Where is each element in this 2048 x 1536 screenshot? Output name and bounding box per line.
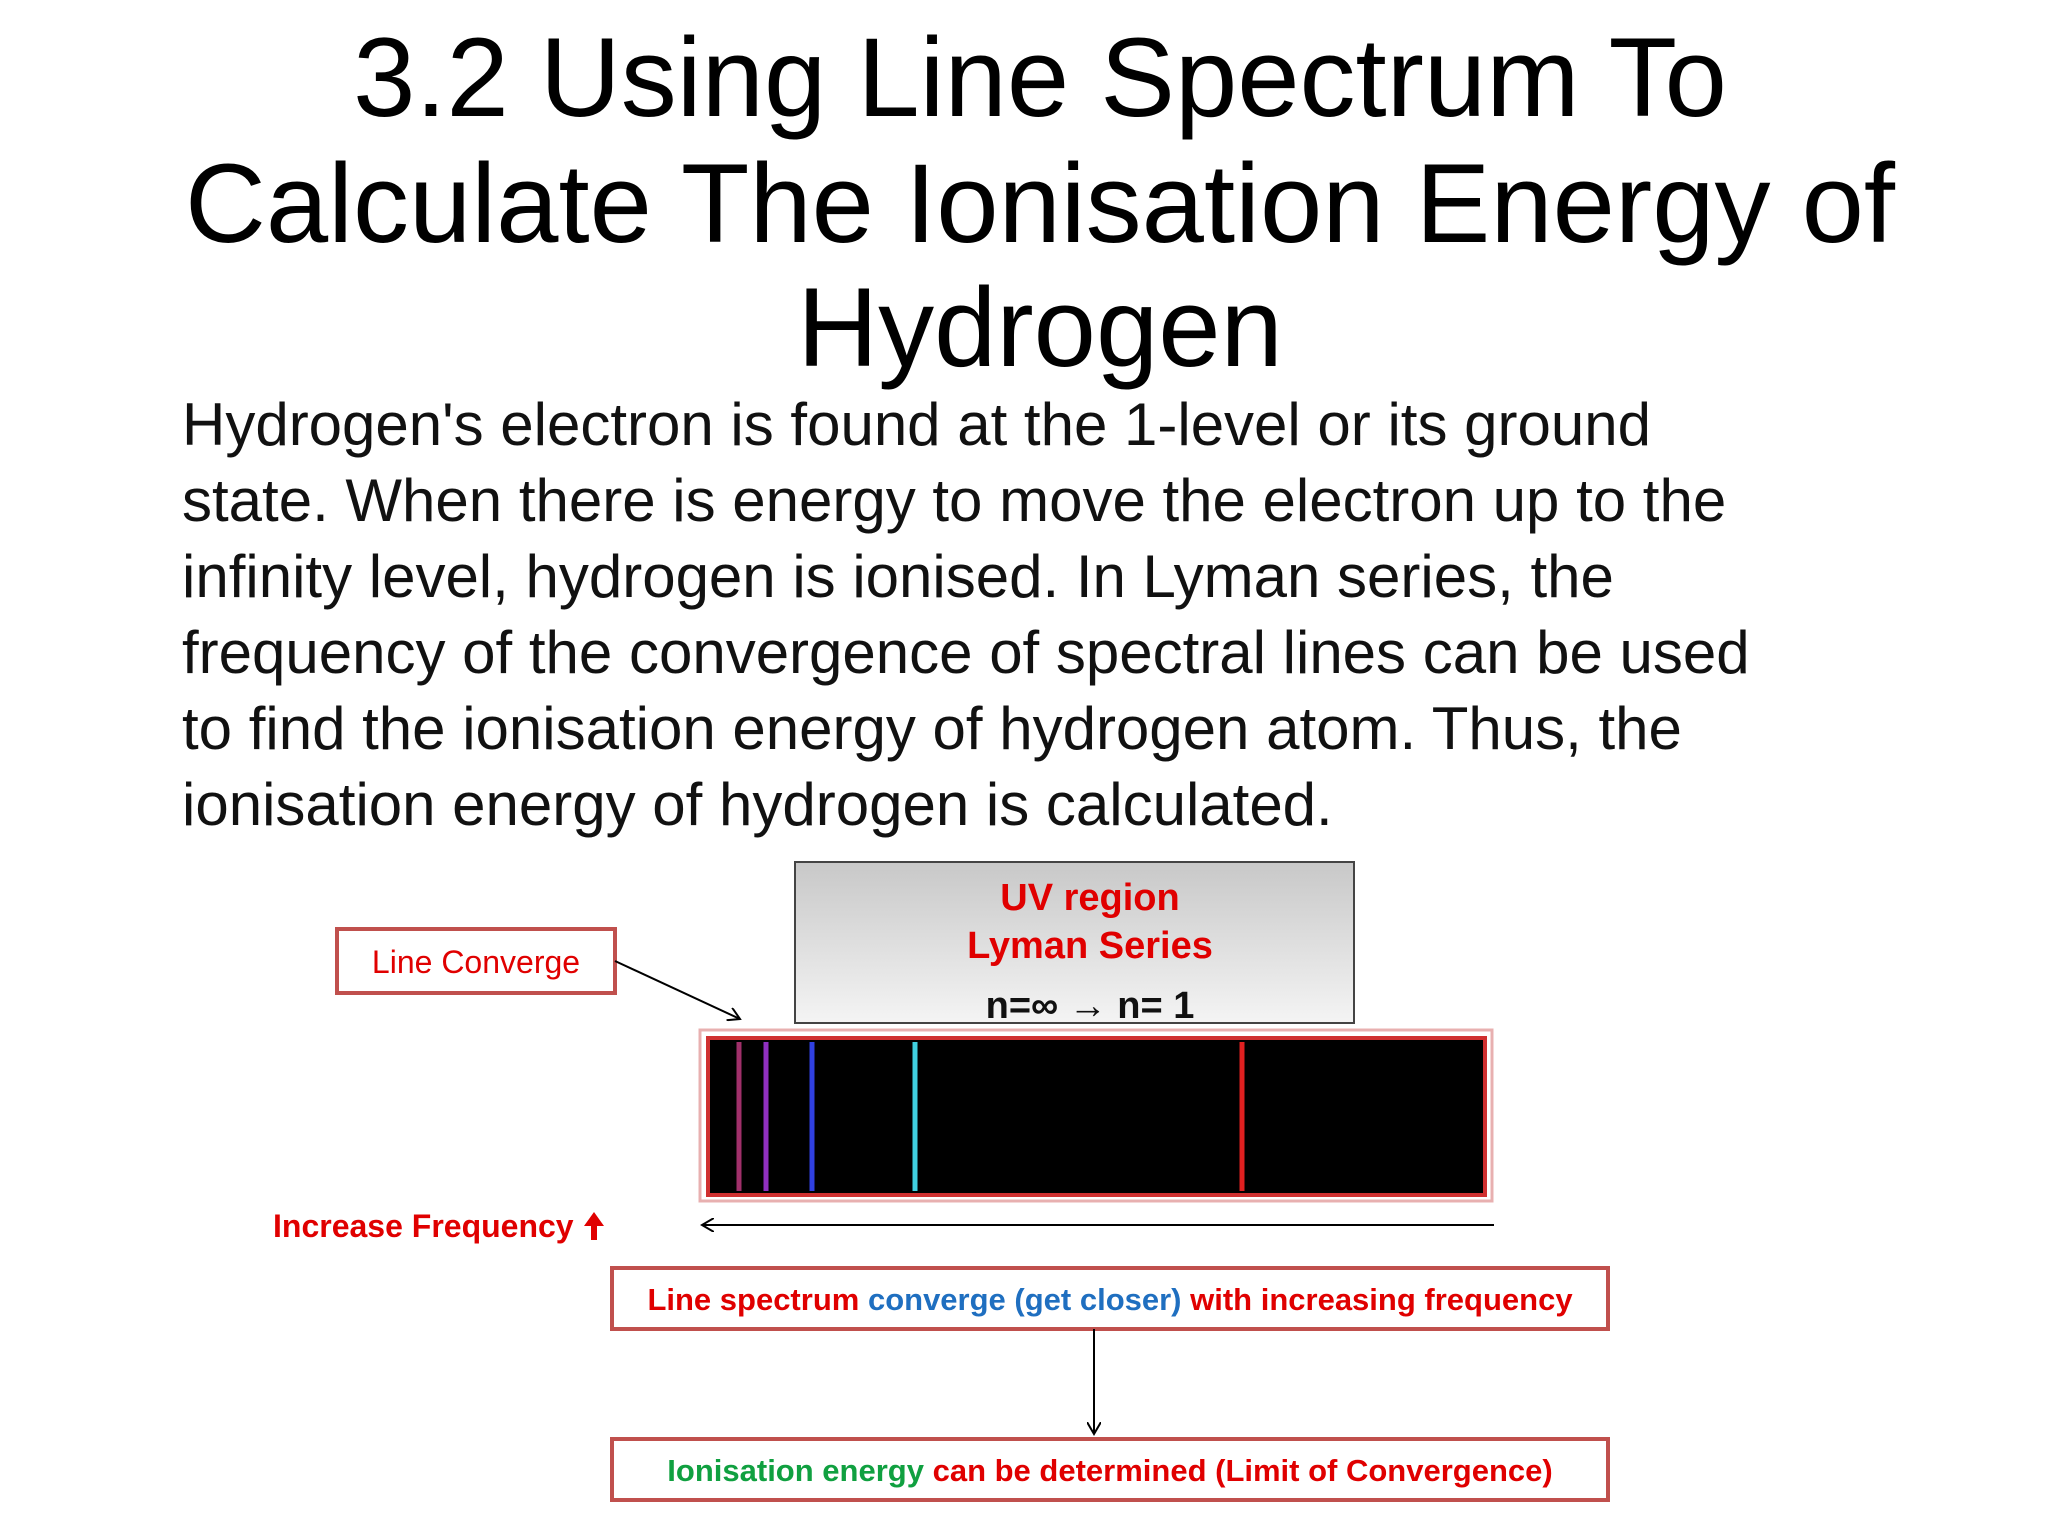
spectrum — [706, 1036, 1487, 1197]
frequency-label: Increase Frequency — [273, 1208, 574, 1244]
title: 3.2 Using Line Spectrum To Calculate The… — [185, 15, 1896, 390]
title-line: Hydrogen — [797, 265, 1283, 390]
spectral-lines — [736, 1042, 1245, 1191]
ionisation-note: Ionisation energy can be determined (Lim… — [667, 1453, 1552, 1488]
body-line: infinity level, hydrogen is ionised. In … — [182, 543, 1614, 610]
note-segment: can be determined (Limit of Convergence) — [933, 1453, 1553, 1488]
up-arrow-icon — [584, 1212, 604, 1240]
note-segment: with increasing frequency — [1189, 1282, 1573, 1317]
series-label: Lyman Series — [967, 925, 1213, 967]
body-line: frequency of the convergence of spectral… — [182, 619, 1750, 686]
title-line: 3.2 Using Line Spectrum To — [353, 15, 1727, 140]
uv-box — [794, 861, 1355, 1024]
body-text: Hydrogen's electron is found at the 1-le… — [182, 391, 1750, 838]
body-line: state. When there is energy to move the … — [182, 467, 1726, 534]
body-line: Hydrogen's electron is found at the 1-le… — [182, 391, 1651, 458]
transition-label: n=∞ → n= 1 — [986, 985, 1195, 1027]
body-line: ionisation energy of hydrogen is calcula… — [182, 771, 1333, 838]
body-line: to find the ionisation energy of hydroge… — [182, 695, 1682, 762]
uv-label: UV region — [1000, 877, 1179, 919]
pointer-arrow — [614, 960, 740, 1019]
note-box — [610, 1437, 1610, 1502]
note-box — [610, 1266, 1610, 1331]
converge-note: Line spectrum converge (get closer) with… — [647, 1282, 1573, 1317]
note-segment: converge (get closer) — [868, 1282, 1182, 1317]
note-segment: Line spectrum — [647, 1282, 859, 1317]
converge-label: Line Converge — [372, 944, 580, 980]
note-segment: Ionisation energy — [667, 1453, 924, 1488]
diagram: UV region Lyman Series n=∞ → n= 1 Line C… — [273, 861, 1610, 1502]
title-line: Calculate The Ionisation Energy of — [185, 141, 1896, 266]
converge-box — [335, 927, 617, 995]
